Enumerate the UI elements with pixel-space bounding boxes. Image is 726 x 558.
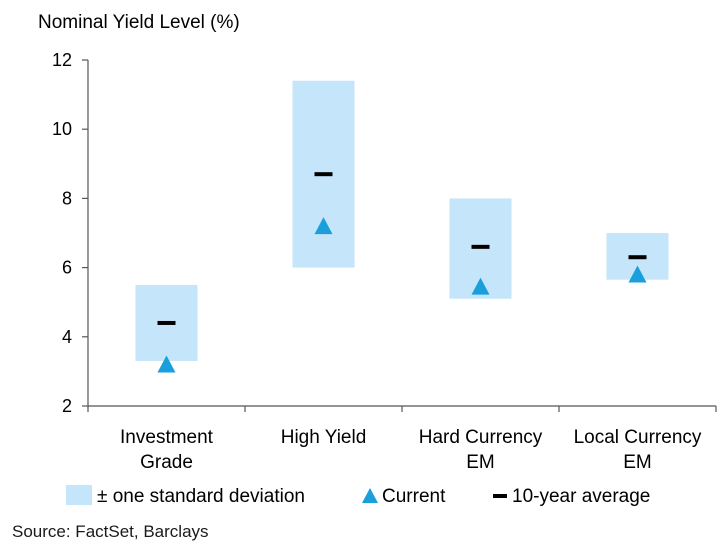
average-marker — [157, 320, 176, 325]
category-label: Hard Currency — [419, 427, 543, 448]
y-tick-label: 6 — [62, 258, 72, 278]
source-note: Source: FactSet, Barclays — [12, 522, 209, 541]
legend-average-swatch — [493, 494, 507, 498]
category-label: Investment — [120, 427, 214, 448]
category-label: Local Currency — [574, 427, 702, 448]
average-marker — [314, 172, 333, 177]
category-label: Grade — [140, 452, 193, 473]
legend-range-label: ± one standard deviation — [97, 486, 305, 507]
y-tick-label: 12 — [52, 50, 72, 70]
legend-range-swatch — [66, 485, 92, 505]
current-marker — [314, 217, 333, 235]
legend-average-label: 10-year average — [512, 486, 650, 507]
chart-title: Nominal Yield Level (%) — [38, 12, 240, 33]
legend: ± one standard deviation Current 10-year… — [66, 485, 650, 507]
plot-area: Investment Grade High Yield Hard Currency EM… — [52, 50, 717, 473]
chart: Nominal Yield Level (%) Investment Grade H… — [38, 12, 717, 507]
category-label: EM — [623, 452, 652, 473]
average-marker — [471, 244, 490, 249]
average-marker — [628, 255, 647, 260]
category-label: High Yield — [281, 427, 367, 448]
category-label: EM — [466, 452, 495, 473]
y-tick-label: 8 — [62, 188, 72, 208]
legend-current-label: Current — [382, 486, 446, 507]
current-marker — [157, 355, 176, 373]
y-tick-label: 2 — [62, 396, 72, 416]
current-marker — [628, 265, 647, 283]
current-marker — [471, 277, 490, 295]
y-tick-label: 10 — [52, 119, 72, 139]
y-tick-label: 4 — [62, 327, 72, 347]
legend-current-swatch — [362, 488, 378, 503]
